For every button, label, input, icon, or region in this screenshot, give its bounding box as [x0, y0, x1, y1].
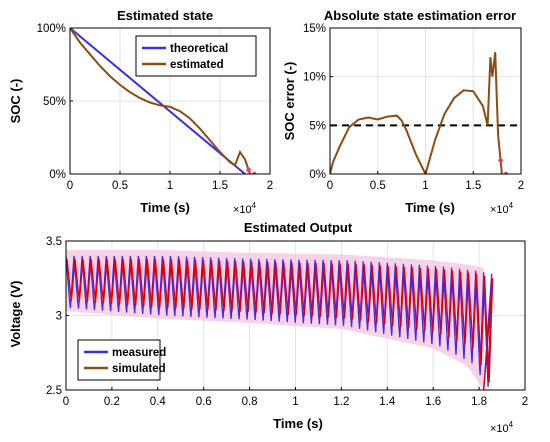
plot2-marker-1	[503, 171, 509, 174]
plot1-ylabel: SOC (-)	[8, 79, 23, 124]
plot2-xtick-label-4: 2	[518, 180, 524, 192]
plot1-x-exponent-power: 4	[252, 201, 257, 210]
plot3-xtick-label-3: 0.6	[196, 396, 212, 408]
plot3-data	[66, 249, 494, 390]
series-estimated-1	[70, 28, 251, 174]
plot2-data	[330, 52, 521, 174]
plot3-xtick-label-2: 0.4	[150, 396, 167, 408]
plot3-ytick-label-1: 3	[56, 311, 62, 323]
plot2-xtick-label-3: 1.5	[465, 180, 481, 192]
plot3-x-exponent: ×104	[490, 420, 514, 435]
plot3-legend-label-measured: measured	[112, 347, 166, 359]
series-error-2	[330, 52, 503, 174]
plot1-ytick-label-0: 0%	[49, 169, 66, 181]
plot2-title: Absolute state estimation error	[324, 8, 516, 23]
plot1-xlabel: Time (s)	[140, 200, 190, 215]
plot3-x-exponent-power: 4	[509, 420, 514, 429]
plot1-legend-label-theoretical: theoretical	[170, 43, 228, 55]
plot1-legend-label-estimated: estimated	[170, 59, 224, 71]
plot2-xtick-label-2: 1	[422, 180, 428, 192]
plot1-marker-0	[246, 167, 251, 173]
plot2-ytick-label-3: 15%	[303, 23, 326, 35]
plot1-data	[70, 28, 257, 174]
plot3-xtick-label-10: 2	[522, 396, 528, 408]
plot1-legend-box	[135, 35, 257, 77]
plot2-xtick-label-0: 0	[327, 180, 333, 192]
plot3-xtick-label-8: 1.6	[425, 396, 441, 408]
plot3-title: Estimated Output	[244, 220, 353, 235]
plot3-x-exponent-base: ×10	[490, 423, 509, 435]
plot3-legend-box	[77, 339, 161, 381]
plot1-marker-1	[252, 171, 257, 174]
plot2-x-exponent: ×104	[490, 201, 514, 216]
plot2-xlabel: Time (s)	[405, 200, 455, 215]
plot2-ylabel: SOC error (-)	[282, 62, 297, 141]
series-simulated	[66, 258, 494, 390]
plot1-xtick-label-1: 0.5	[112, 180, 128, 192]
plot1-ytick-label-2: 100%	[37, 23, 66, 35]
plot2-x-exponent-power: 4	[509, 201, 514, 210]
plot3-ylabel: Voltage (V)	[8, 281, 23, 348]
plot3-xtick-label-7: 1.4	[379, 396, 396, 408]
plot1-xtick-label-3: 1.5	[212, 180, 228, 192]
plot1-x-exponent: ×104	[233, 201, 257, 216]
plot3-xtick-label-1: 0.2	[104, 396, 120, 408]
plot3-xtick-label-0: 0	[63, 396, 69, 408]
plot1-ytick-label-1: 50%	[43, 96, 66, 108]
series-theoretical-1	[70, 28, 246, 174]
plot1-xtick-label-4: 2	[267, 180, 273, 192]
plot2-ytick-label-0: 0%	[309, 169, 326, 181]
plot1-title: Estimated state	[117, 8, 213, 23]
plot1-xtick-label-2: 1	[167, 180, 173, 192]
plot-estimated-output: Estimated Output Time (s) Voltage (V) ×1…	[8, 220, 528, 435]
plot3-xlabel: Time (s)	[273, 416, 323, 431]
plot3-xtick-label-5: 1	[292, 396, 298, 408]
plot3-xtick-label-6: 1.2	[333, 396, 349, 408]
plot2-x-exponent-base: ×10	[490, 204, 509, 216]
plot3-ytick-label-0: 2.5	[46, 385, 62, 397]
plot3-xtick-label-9: 1.8	[471, 396, 487, 408]
plot1-x-exponent-base: ×10	[233, 204, 252, 216]
plot3-xtick-label-4: 0.8	[242, 396, 258, 408]
series-measured	[66, 255, 493, 390]
plot2-marker-0	[498, 158, 503, 163]
plot-absolute-error: Absolute state estimation error Time (s)…	[282, 8, 524, 216]
plot3-ytick-label-2: 3.5	[46, 236, 62, 248]
plot2-ytick-label-2: 10%	[303, 72, 326, 84]
plot3-legend-label-simulated: simulated	[112, 363, 166, 375]
plot2-xtick-label-1: 0.5	[370, 180, 386, 192]
plot2-ytick-label-1: 5%	[309, 120, 326, 132]
plot1-xtick-label-0: 0	[67, 180, 73, 192]
